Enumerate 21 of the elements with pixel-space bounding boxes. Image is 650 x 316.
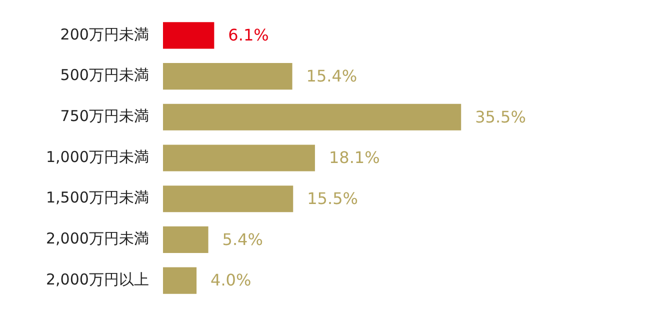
data-label: 15.5% — [307, 189, 358, 208]
y-tick-label: 200万円未満 — [60, 25, 149, 44]
data-label: 15.4% — [306, 66, 358, 86]
data-label: 18.1% — [328, 148, 380, 168]
y-tick-label: 2,000万円未満 — [46, 230, 149, 248]
data-label: 6.1% — [228, 26, 269, 45]
y-tick-label: 750万円未満 — [60, 107, 149, 126]
bar — [162, 104, 462, 130]
y-tick-label: 1,500万円未満 — [46, 188, 149, 207]
bar — [162, 267, 197, 294]
data-label: 35.5% — [475, 107, 526, 126]
y-tick-label: 500万円未満 — [60, 66, 149, 84]
data-label: 5.4% — [222, 230, 263, 249]
bar — [162, 22, 214, 49]
bar — [162, 186, 294, 212]
bar — [162, 226, 208, 253]
bar — [162, 63, 292, 90]
y-tick-label: 1,000万円未満 — [46, 148, 149, 166]
y-tick-label: 2,000万円以上 — [46, 270, 149, 288]
bar — [162, 144, 315, 172]
data-label: 4.0% — [210, 270, 252, 290]
